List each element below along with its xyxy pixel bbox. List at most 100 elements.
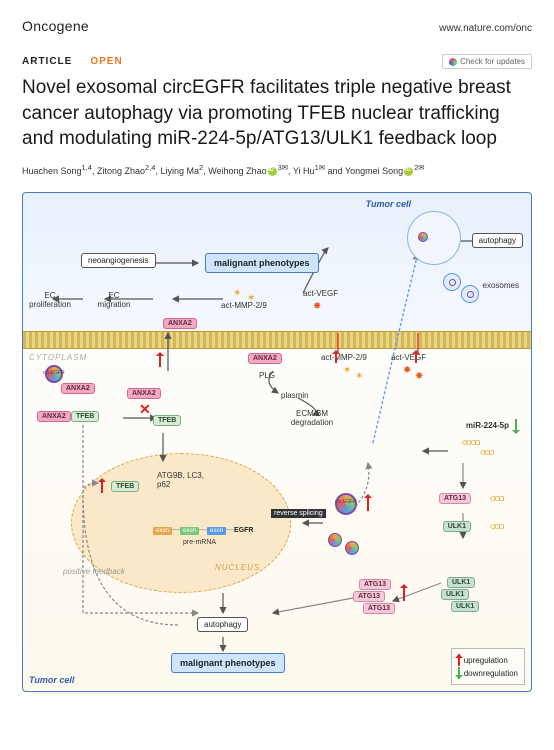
act-vegf-label-2: act-VEGF — [391, 353, 426, 362]
exon: exon — [207, 527, 226, 535]
up-arrow-icon — [403, 585, 405, 601]
star-icon: ✶ — [355, 371, 363, 382]
open-access-label: OPEN — [90, 56, 122, 67]
header-row: Oncogene www.nature.com/onc — [22, 18, 532, 34]
check-updates-icon — [449, 58, 457, 66]
mirna-icon: ⫏⫏⫏ — [490, 493, 503, 504]
pre-mrna-exons: exon—exon—exon—EGFR — [153, 525, 254, 535]
circ-rna-icon — [418, 232, 428, 242]
mirna-icon: ⫏⫏⫏⫏ — [462, 437, 479, 448]
author: Yongmei Song — [345, 166, 403, 176]
autophagy-box-bottom: autophagy — [197, 617, 248, 632]
ulk1-protein: ULK1 — [447, 577, 475, 588]
act-mmp-label: act-MMP-2/9 — [221, 301, 267, 310]
author: Zitong Zhao — [97, 166, 145, 176]
star-icon: ✶ — [343, 365, 351, 376]
ulk1-protein: ULK1 — [443, 521, 471, 532]
anxa2-protein: ANXA2 — [163, 318, 197, 329]
up-arrow-icon — [101, 479, 103, 493]
ulk1-protein: ULK1 — [451, 601, 479, 612]
up-arrow-icon — [335, 351, 337, 363]
down-arrow-icon — [458, 667, 460, 679]
autophagy-box-top: autophagy — [472, 233, 523, 248]
exosome-icon — [443, 273, 461, 291]
atg13-protein: ATG13 — [359, 579, 391, 590]
star-icon: ✶ — [247, 293, 255, 304]
exon: exon — [153, 527, 172, 535]
ec-proliferation-label: EC proliferation — [29, 291, 71, 309]
nucleus-label: NUCLEUS — [215, 563, 260, 572]
reverse-splicing-label: reverse splicing — [271, 509, 326, 518]
tfeb-protein: TFEB — [153, 415, 181, 426]
article-type-label: ARTICLE — [22, 56, 72, 67]
malignant-box-top: malignant phenotypes — [205, 253, 319, 273]
act-vegf-label: act-VEGF — [303, 289, 338, 298]
anxa2-protein: ANXA2 — [127, 388, 161, 399]
egfr-label: EGFR — [234, 527, 253, 534]
exon: exon — [180, 527, 199, 535]
ecm-label: ECM/BM degradation — [285, 409, 339, 427]
atg13-protein: ATG13 — [353, 591, 385, 602]
act-mmp-label-2: act-MMP-2/9 — [321, 353, 367, 362]
legend-row: upregulation — [458, 654, 518, 666]
mirna-icon: ⫏⫏⫏ — [490, 521, 503, 532]
pre-mrna-label: pre-mRNA — [183, 539, 216, 546]
up-arrow-icon — [415, 351, 417, 363]
tumor-cell-vesicle — [407, 211, 461, 265]
membrane — [23, 331, 531, 349]
circegfr-label-small: circEGFR — [43, 370, 65, 376]
anxa2-protein: ANXA2 — [61, 383, 95, 394]
check-updates-text: Check for updates — [460, 57, 525, 66]
author: Liying Ma — [160, 166, 199, 176]
plg-label: PLG — [259, 371, 275, 380]
tumor-cell-label-bottom: Tumor cell — [29, 675, 74, 685]
positive-feedback-label: positive feedback — [63, 567, 125, 576]
ulk1-protein: ULK1 — [441, 589, 469, 600]
legend: upregulation downregulation — [451, 648, 525, 685]
figure-diagram: autophagy exosomes Tumor cell Tumor cell… — [22, 192, 532, 692]
up-arrow-icon — [367, 495, 369, 511]
circ-rna-icon — [345, 541, 359, 555]
article-title: Novel exosomal circEGFR facilitates trip… — [22, 75, 532, 152]
plasmin-label: plasmin — [281, 391, 309, 400]
x-icon: ✕ — [139, 401, 151, 418]
mir224-label: miR-224-5p — [466, 421, 509, 430]
circegfr-label: circEGFR — [335, 499, 357, 505]
atg13-protein: ATG13 — [363, 603, 395, 614]
ec-migration-label: EC migration — [93, 291, 135, 309]
author-list: Huachen Song1,4, Zitong Zhao2,4, Liying … — [22, 162, 532, 179]
legend-down-label: downregulation — [464, 669, 518, 678]
tumor-cell-label-top: Tumor cell — [366, 199, 411, 209]
article-type-row: ARTICLE OPEN Check for updates — [22, 54, 532, 69]
star-icon: ✸ — [415, 371, 423, 382]
up-arrow-icon — [458, 654, 460, 666]
legend-up-label: upregulation — [464, 656, 508, 665]
anxa2-protein: ANXA2 — [248, 353, 282, 364]
malignant-box-bottom: malignant phenotypes — [171, 653, 285, 673]
page: Oncogene www.nature.com/onc ARTICLE OPEN… — [0, 0, 554, 710]
exosome-icon — [461, 285, 479, 303]
orcid-icon — [268, 167, 277, 176]
author: Huachen Song — [22, 166, 82, 176]
mirna-icon: ⫏⫏⫏ — [480, 447, 493, 458]
orcid-icon — [404, 167, 413, 176]
journal-name: Oncogene — [22, 18, 89, 34]
star-icon: ✸ — [313, 301, 321, 312]
tfeb-protein: TFEB — [71, 411, 99, 422]
star-icon: ✸ — [403, 365, 411, 376]
anxa2-protein: ANXA2 — [37, 411, 71, 422]
atg13-protein: ATG13 — [439, 493, 471, 504]
exosomes-label: exosomes — [483, 281, 519, 290]
legend-row: downregulation — [458, 667, 518, 679]
cytoplasm-label: CYTOPLASM — [29, 353, 87, 362]
atg-genes-label: ATG9B, LC3, p62 — [157, 471, 207, 489]
star-icon: ✶ — [233, 288, 241, 299]
author: Yi Hu — [293, 166, 315, 176]
up-arrow-icon — [159, 353, 161, 367]
neoangiogenesis-box: neoangiogenesis — [81, 253, 156, 268]
circ-rna-icon — [328, 533, 342, 547]
author: Weihong Zhao — [208, 166, 266, 176]
check-updates-button[interactable]: Check for updates — [442, 54, 532, 69]
tfeb-protein: TFEB — [111, 481, 139, 492]
down-arrow-icon — [515, 419, 517, 433]
